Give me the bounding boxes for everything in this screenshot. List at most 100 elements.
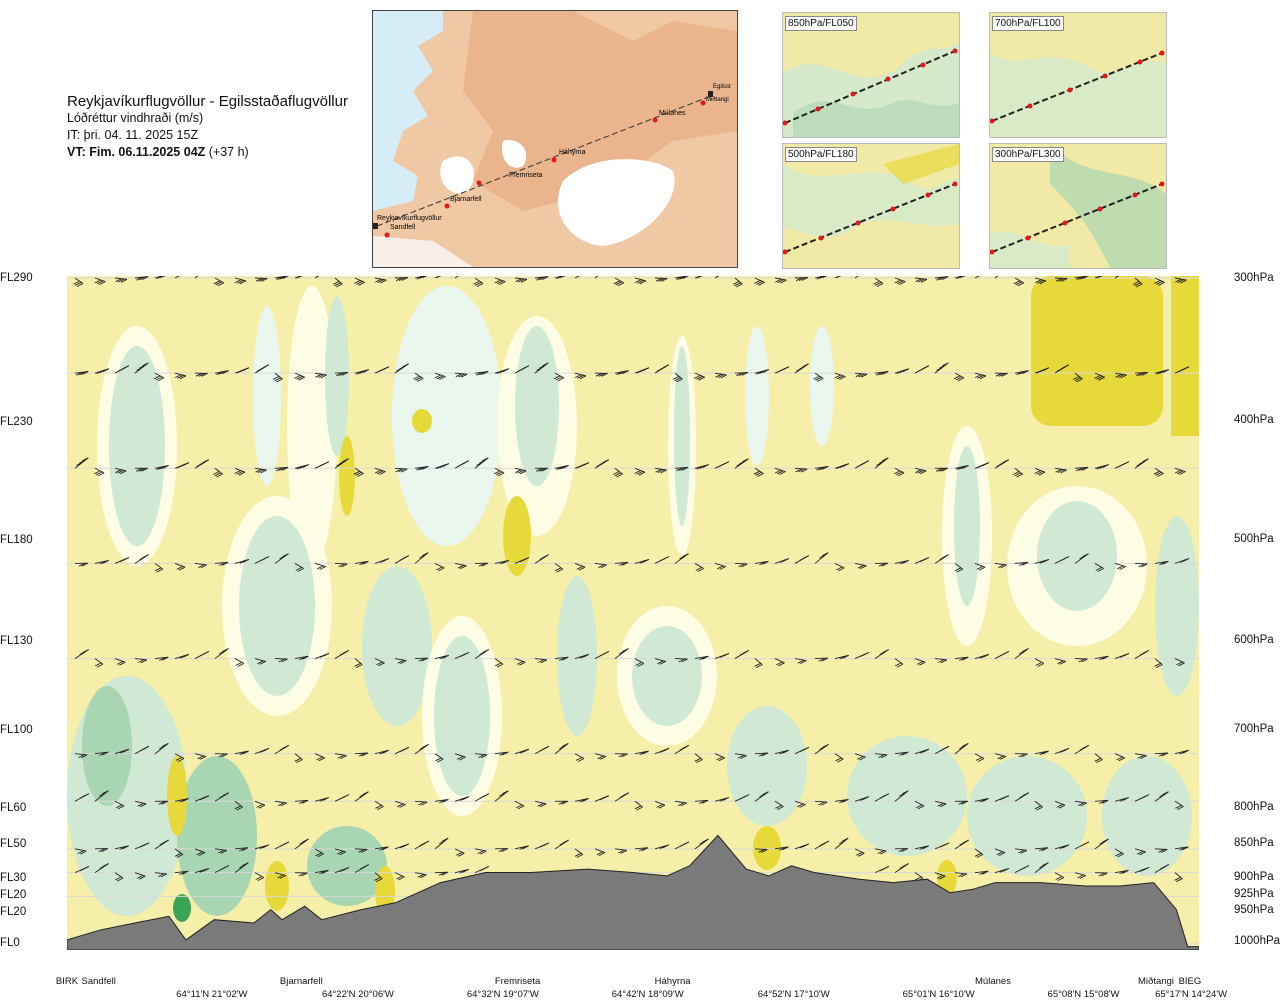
- wind-barb: [114, 467, 127, 475]
- wind-barb: [554, 839, 569, 850]
- wind-barb: [774, 366, 790, 374]
- wind-barb: [1054, 800, 1066, 809]
- wind-barb: [1034, 847, 1049, 852]
- wind-barb: [94, 790, 109, 802]
- wind-barb: [274, 658, 288, 663]
- downdraft-region: [967, 756, 1087, 876]
- wind-barb: [574, 462, 590, 469]
- wind-barb: [814, 276, 828, 280]
- wind-barb: [473, 277, 484, 287]
- wind-barb: [694, 799, 709, 805]
- wind-barb: [494, 848, 509, 853]
- pressure-label: 925hPa: [1234, 888, 1274, 900]
- wind-barb: [1034, 862, 1049, 874]
- wind-barb: [94, 751, 109, 756]
- wind-barb: [914, 845, 929, 850]
- downdraft-region: [1102, 756, 1192, 876]
- updraft-region: [265, 861, 289, 911]
- wind-barb: [374, 558, 390, 564]
- downdraft-region: [557, 576, 597, 736]
- wind-barb: [414, 552, 429, 564]
- wind-barb: [954, 800, 968, 805]
- wind-barb: [212, 467, 223, 478]
- updraft-region: [503, 496, 531, 576]
- wind-barb: [214, 370, 229, 376]
- wind-barb: [634, 800, 643, 811]
- wind-barb: [154, 742, 169, 755]
- wind-barb: [1034, 750, 1049, 756]
- wind-barb: [174, 462, 190, 469]
- wind-barb: [294, 464, 310, 470]
- wind-barb: [714, 461, 730, 469]
- map-label: Egilsst: [713, 84, 731, 90]
- wind-barb: [734, 753, 747, 760]
- wind-barb: [294, 799, 309, 805]
- wind-barb: [794, 800, 806, 808]
- wind-barb: [1174, 749, 1190, 755]
- wind-barb: [1132, 277, 1143, 288]
- wind-barb: [1074, 553, 1089, 564]
- wind-barb: [1134, 649, 1150, 659]
- wind-barb: [414, 743, 429, 755]
- wind-barb: [413, 372, 424, 382]
- wind-barb: [834, 837, 849, 850]
- wind-barb: [954, 742, 969, 755]
- wind-barb: [594, 459, 610, 469]
- wind-barb: [94, 368, 110, 375]
- wind-barb: [634, 467, 646, 476]
- wind-barb: [494, 368, 510, 375]
- wind-barb: [874, 793, 890, 802]
- level-map-svg: [990, 144, 1166, 268]
- wind-barb: [1154, 369, 1170, 375]
- wind-barb: [314, 372, 327, 379]
- wind-barb: [274, 553, 289, 564]
- wind-barb: [534, 842, 550, 850]
- wind-barb: [74, 562, 89, 567]
- level-map-500: 500hPa/FL180: [782, 143, 960, 269]
- wind-barb: [694, 464, 710, 470]
- wind-barb: [114, 658, 126, 666]
- wind-barb: [854, 651, 870, 659]
- cross-section-plot: [67, 276, 1199, 950]
- wind-barb: [134, 658, 148, 664]
- wind-barb: [1114, 276, 1120, 279]
- downdraft-region: [287, 286, 337, 566]
- wind-barb: [134, 554, 149, 564]
- wind-barb: [1014, 792, 1030, 802]
- pressure-label: 500hPa: [1234, 533, 1274, 545]
- map-label: Sandfell: [390, 224, 416, 231]
- wind-barb: [234, 750, 249, 756]
- wind-barb: [934, 467, 948, 472]
- coordinate-label: 64°22'N 20°06'W: [321, 989, 394, 1000]
- updraft-region: [167, 756, 187, 836]
- wind-barb: [854, 460, 870, 469]
- wind-barb: [414, 800, 428, 806]
- wind-barb: [1014, 753, 1028, 758]
- wind-barb: [694, 655, 709, 661]
- parameter-title: Lóðréttur vindhraði (m/s): [67, 111, 204, 125]
- wind-barbs: [73, 276, 1190, 883]
- wind-barb: [274, 800, 287, 807]
- wind-barb: [1034, 558, 1050, 564]
- wind-barb: [594, 795, 610, 802]
- wind-barb: [994, 795, 1010, 802]
- wind-barb: [214, 561, 229, 566]
- wind-barb: [1054, 277, 1068, 282]
- wind-barb: [954, 465, 969, 471]
- updraft-region: [412, 409, 432, 433]
- wind-barb: [434, 463, 450, 470]
- wind-barb: [194, 562, 208, 569]
- wind-barb: [114, 748, 130, 755]
- wind-barb: [934, 276, 949, 281]
- wind-barb: [414, 840, 430, 850]
- wind-barb: [674, 553, 689, 564]
- wind-barb: [714, 372, 727, 379]
- wind-barb: [174, 563, 186, 571]
- wind-barb: [114, 277, 128, 283]
- wind-barb: [1134, 848, 1146, 856]
- pressure-label: 950hPa: [1234, 904, 1274, 916]
- wind-barb: [974, 798, 989, 803]
- wind-barb: [1174, 277, 1187, 284]
- coordinate-label: 65°08'N 15°08'W: [1047, 989, 1120, 1000]
- wind-barb: [1074, 841, 1090, 850]
